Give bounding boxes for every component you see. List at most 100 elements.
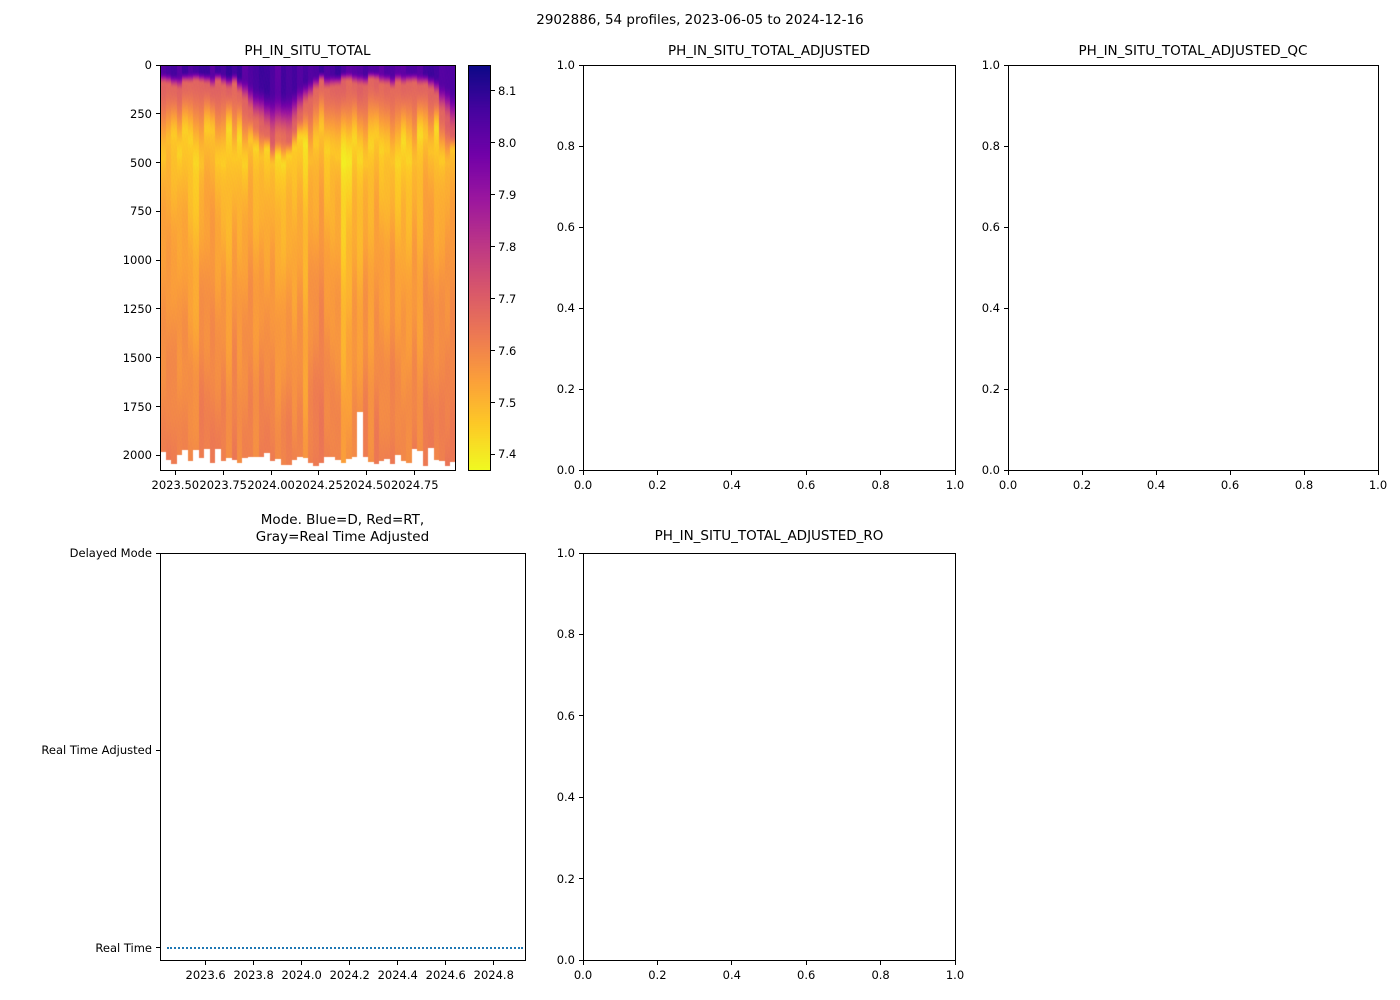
axes-ph-in-situ-total: [160, 65, 456, 471]
y-tick: [156, 210, 160, 212]
title-ph-in-situ-total-adjusted: PH_IN_SITU_TOTAL_ADJUSTED: [667, 43, 871, 59]
x-tick: [880, 961, 882, 965]
colorbar-tick-label: 7.9: [498, 187, 517, 202]
x-tick-label: 0.6: [797, 478, 816, 492]
axes-ph-in-situ-total-adjusted-ro: [583, 553, 956, 961]
x-tick-label: 0.6: [797, 968, 816, 982]
x-tick-label: 0.0: [573, 478, 593, 492]
colorbar-tick-label: 7.7: [498, 291, 517, 306]
y-tick: [579, 145, 583, 147]
y-tick-label: 0.6: [981, 220, 1000, 234]
y-tick: [579, 878, 583, 880]
y-tick: [579, 307, 583, 309]
x-tick: [1229, 471, 1231, 475]
colorbar-tick: [491, 350, 495, 352]
y-tick: [579, 388, 583, 390]
x-tick-label: 2024.00: [247, 478, 295, 492]
x-tick: [318, 471, 320, 475]
y-tick-label: 0.4: [981, 301, 1000, 315]
y-tick-label: 0.0: [556, 953, 575, 967]
x-tick: [1377, 471, 1379, 475]
x-tick-label: 0.4: [722, 478, 741, 492]
x-tick: [805, 961, 807, 965]
x-tick: [805, 471, 807, 475]
y-tick: [579, 796, 583, 798]
x-tick-label: 2023.50: [151, 478, 200, 492]
y-tick: [156, 552, 160, 554]
colorbar-tick-label: 7.4: [498, 447, 517, 462]
colorbar-tick: [491, 298, 495, 300]
x-tick-label: 0.4: [722, 968, 741, 982]
x-tick: [954, 961, 956, 965]
y-tick-label: 0.8: [556, 139, 575, 153]
x-tick: [731, 961, 733, 965]
title-ph-in-situ-total: PH_IN_SITU_TOTAL: [244, 43, 371, 59]
y-tick: [156, 357, 160, 359]
x-tick-label: 0.2: [648, 478, 667, 492]
colorbar-tick-label: 8.1: [498, 83, 517, 98]
title-ph-in-situ-total-adjusted-ro: PH_IN_SITU_TOTAL_ADJUSTED_RO: [654, 528, 884, 544]
x-tick-label: 0.8: [871, 968, 890, 982]
x-tick-label: 2023.75: [199, 478, 247, 492]
colorbar-tick: [491, 402, 495, 403]
y-tick: [1004, 388, 1008, 390]
y-tick-label: 500: [130, 155, 152, 170]
y-tick-label: 0.2: [556, 871, 575, 886]
y-tick: [579, 469, 583, 471]
x-tick-label: 1.0: [945, 968, 965, 982]
x-tick: [656, 471, 658, 475]
y-tick-label: 0.2: [981, 382, 1000, 396]
y-tick: [579, 226, 583, 228]
y-tick-label: 1000: [122, 253, 152, 268]
y-category-label: Delayed Mode: [69, 546, 152, 560]
y-tick: [156, 406, 160, 408]
x-tick-label: 0.8: [871, 478, 890, 492]
x-tick-label: 2024.6: [425, 968, 466, 982]
x-tick: [1007, 471, 1009, 475]
x-tick-label: 1.0: [945, 478, 965, 492]
x-tick-label: 2023.8: [233, 968, 274, 982]
x-tick: [731, 471, 733, 475]
x-tick: [656, 961, 658, 965]
x-tick-label: 0.0: [573, 968, 593, 982]
x-tick: [205, 961, 207, 965]
y-category-label: Real Time Adjusted: [41, 743, 152, 758]
y-tick: [579, 64, 583, 66]
colorbar-tick: [491, 194, 495, 196]
x-tick: [582, 961, 584, 965]
x-tick: [366, 471, 368, 475]
x-tick-label: 1.0: [1368, 478, 1388, 492]
x-tick: [1081, 471, 1083, 475]
y-tick: [579, 552, 583, 554]
y-tick-label: 0.8: [556, 627, 575, 642]
x-tick-label: 0.2: [648, 968, 667, 982]
y-tick-label: 0.4: [556, 790, 575, 805]
x-tick: [174, 471, 176, 475]
colorbar-gradient: [468, 65, 490, 470]
x-tick-label: 2023.6: [185, 968, 226, 982]
y-tick-label: 1.0: [556, 58, 575, 72]
x-tick-label: 2024.25: [295, 478, 343, 492]
colorbar-outline: [468, 65, 491, 471]
x-tick: [445, 961, 447, 965]
colorbar-tick: [491, 90, 495, 92]
x-tick-label: 0.6: [1220, 478, 1240, 492]
y-tick: [1004, 64, 1008, 66]
real-time-mode-line: [167, 946, 523, 949]
title-ph-in-situ-total-adjusted-qc: PH_IN_SITU_TOTAL_ADJUSTED_QC: [1078, 43, 1308, 59]
x-tick-label: 2024.75: [390, 478, 439, 492]
y-tick-label: 1.0: [556, 546, 575, 560]
x-tick: [253, 961, 255, 965]
y-tick-label: 0.6: [556, 220, 575, 234]
x-tick-label: 0.0: [998, 478, 1018, 492]
x-tick: [1155, 471, 1157, 475]
axes-ph-in-situ-total-adjusted-qc: [1008, 65, 1379, 471]
y-tick-label: 0.0: [556, 463, 575, 477]
x-tick: [397, 961, 399, 965]
colorbar-tick-label: 7.8: [498, 239, 517, 254]
y-tick: [156, 259, 160, 261]
colorbar-tick-label: 7.5: [498, 395, 517, 410]
y-tick-label: 1750: [122, 399, 152, 414]
x-tick: [1303, 471, 1305, 475]
y-tick-label: 0.2: [556, 382, 575, 396]
